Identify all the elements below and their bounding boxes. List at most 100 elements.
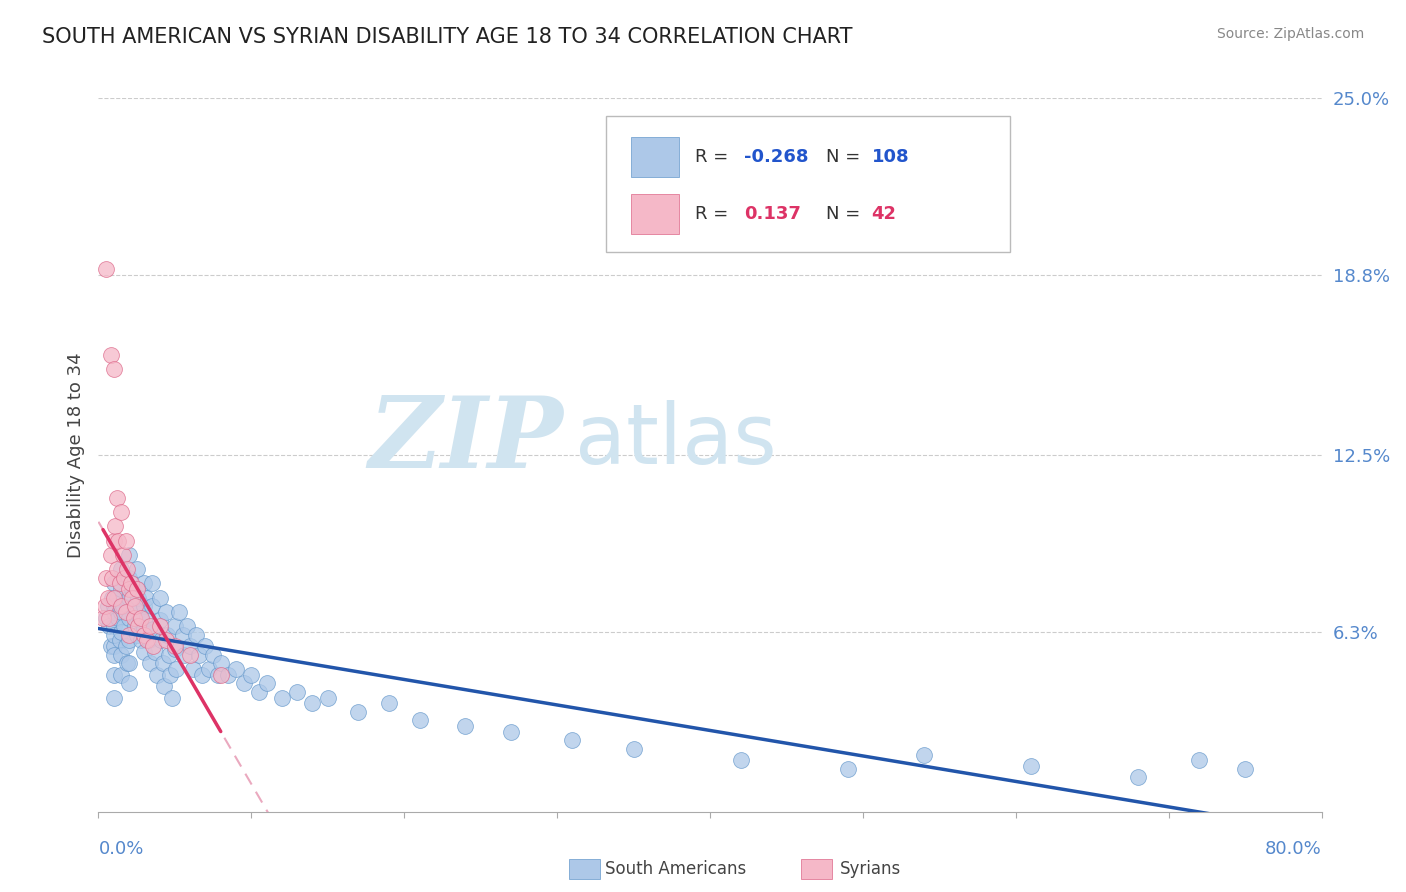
Point bbox=[108, 576, 131, 591]
Point bbox=[347, 705, 370, 719]
Point bbox=[103, 599, 125, 614]
Point bbox=[118, 633, 141, 648]
Point bbox=[110, 599, 132, 614]
Point bbox=[105, 591, 128, 605]
Text: 42: 42 bbox=[872, 205, 897, 223]
Point bbox=[103, 591, 125, 605]
Point bbox=[118, 548, 141, 562]
Text: N =: N = bbox=[827, 148, 860, 166]
Point bbox=[108, 633, 131, 648]
Point bbox=[501, 724, 523, 739]
Point bbox=[103, 667, 125, 681]
Point bbox=[179, 639, 201, 653]
Text: South Americans: South Americans bbox=[605, 860, 745, 878]
Point bbox=[98, 610, 121, 624]
Point bbox=[155, 633, 177, 648]
Point bbox=[142, 639, 165, 653]
Point bbox=[110, 648, 132, 662]
Text: R =: R = bbox=[696, 205, 734, 223]
Point bbox=[91, 610, 114, 624]
Point bbox=[104, 519, 127, 533]
Point bbox=[110, 605, 132, 619]
Point bbox=[194, 639, 217, 653]
Point bbox=[188, 648, 211, 662]
Text: 0.0%: 0.0% bbox=[98, 840, 143, 858]
Point bbox=[124, 619, 146, 633]
Point bbox=[134, 576, 156, 591]
Point bbox=[139, 619, 162, 633]
Point bbox=[149, 619, 172, 633]
Text: 0.137: 0.137 bbox=[744, 205, 801, 223]
Point bbox=[118, 657, 141, 671]
Point bbox=[153, 679, 176, 693]
Point bbox=[115, 533, 138, 548]
Point bbox=[110, 582, 132, 596]
Point bbox=[169, 605, 191, 619]
Point bbox=[117, 562, 139, 576]
Point bbox=[103, 639, 125, 653]
Point bbox=[103, 576, 125, 591]
Point bbox=[93, 599, 115, 614]
Point bbox=[110, 624, 132, 639]
Y-axis label: Disability Age 18 to 34: Disability Age 18 to 34 bbox=[66, 352, 84, 558]
Point bbox=[157, 648, 180, 662]
Point bbox=[145, 667, 167, 681]
Point bbox=[134, 645, 156, 659]
Point bbox=[118, 628, 141, 642]
Point bbox=[209, 657, 232, 671]
Point bbox=[150, 633, 173, 648]
Point bbox=[94, 610, 117, 624]
Point bbox=[103, 648, 125, 662]
Text: Source: ZipAtlas.com: Source: ZipAtlas.com bbox=[1216, 27, 1364, 41]
Point bbox=[160, 690, 183, 705]
Point bbox=[118, 591, 141, 605]
Point bbox=[141, 576, 163, 591]
Point bbox=[94, 571, 117, 585]
Point bbox=[232, 676, 254, 690]
Point bbox=[125, 582, 148, 596]
Point bbox=[125, 605, 148, 619]
Text: R =: R = bbox=[696, 148, 734, 166]
Point bbox=[134, 622, 156, 636]
FancyBboxPatch shape bbox=[606, 116, 1010, 252]
Point bbox=[112, 571, 135, 585]
Point bbox=[122, 610, 145, 624]
Point bbox=[136, 610, 159, 624]
Point bbox=[105, 562, 128, 576]
Point bbox=[101, 571, 124, 585]
Point bbox=[1128, 771, 1150, 785]
Text: ZIP: ZIP bbox=[368, 392, 564, 489]
Text: 80.0%: 80.0% bbox=[1265, 840, 1322, 858]
Point bbox=[143, 645, 166, 659]
Point bbox=[103, 533, 125, 548]
Point bbox=[163, 639, 186, 653]
Point bbox=[118, 571, 141, 585]
Point bbox=[100, 548, 122, 562]
Point bbox=[837, 762, 859, 776]
Point bbox=[285, 685, 308, 699]
Point bbox=[202, 648, 225, 662]
Point bbox=[125, 582, 148, 596]
Point bbox=[115, 639, 138, 653]
Point bbox=[103, 619, 125, 633]
Point bbox=[115, 605, 138, 619]
Point bbox=[165, 662, 187, 676]
Point bbox=[103, 362, 125, 376]
Point bbox=[209, 667, 232, 681]
Point bbox=[94, 262, 117, 277]
Point bbox=[623, 742, 645, 756]
Point bbox=[1188, 753, 1211, 767]
Point bbox=[103, 690, 125, 705]
Point bbox=[105, 491, 128, 505]
Point bbox=[139, 657, 162, 671]
Bar bbox=[630, 137, 679, 177]
Point bbox=[107, 610, 129, 624]
Point bbox=[142, 622, 165, 636]
Point bbox=[378, 696, 401, 710]
Point bbox=[110, 562, 132, 576]
Point bbox=[110, 667, 132, 681]
Point bbox=[172, 628, 194, 642]
Point bbox=[127, 591, 149, 605]
Point bbox=[134, 628, 156, 642]
Point bbox=[122, 599, 145, 614]
